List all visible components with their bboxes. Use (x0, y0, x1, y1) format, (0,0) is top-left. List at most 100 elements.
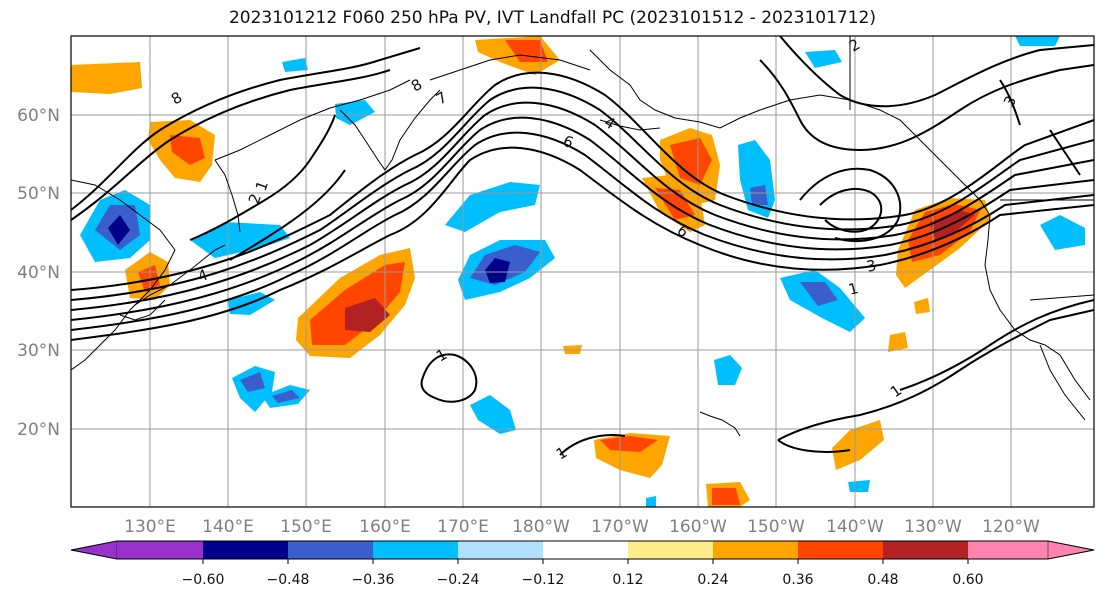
pv-contour (71, 116, 1094, 321)
border-mexico (1029, 294, 1094, 301)
anomaly-positive-bering-core (505, 40, 548, 62)
lon-label-160w: 160°W (669, 517, 727, 537)
anomaly-positive-central-mid (310, 262, 405, 345)
pv-contour (71, 47, 421, 211)
pv-contour (71, 86, 1094, 301)
pv-contour (777, 439, 851, 453)
coast-aleutians (599, 119, 661, 131)
colorbar-tick-label: −0.60 (182, 572, 225, 588)
pv-contour (559, 434, 626, 456)
anomaly-positive-south-core (712, 488, 740, 505)
anomaly-positive-kamchatka-core (170, 135, 205, 165)
pv-contours (71, 36, 1094, 456)
colorbar-tick-label: −0.48 (267, 572, 310, 588)
pv-contour (777, 309, 1094, 441)
colorbar-segment (968, 541, 1048, 559)
pv-contour (819, 187, 883, 233)
anomaly-negative-south-central (470, 395, 516, 434)
pv-contour (779, 36, 1094, 108)
lat-label-40n: 40°N (17, 263, 60, 283)
colorbar-segment (288, 541, 373, 559)
pv-contour (899, 299, 1094, 391)
anomaly-negative-top-right (1015, 36, 1060, 46)
colorbar-segment (373, 541, 458, 559)
anomaly-negative-gulf-north (805, 50, 842, 68)
anomaly-positive-small-3 (888, 332, 908, 352)
map-title: 2023101212 F060 250 hPa PV, IVT Landfall… (228, 8, 876, 28)
lon-label-150e: 150°E (280, 517, 332, 537)
colorbar-tick-label: 0.36 (782, 572, 813, 588)
gridlines (71, 36, 1094, 507)
pv-contour (759, 59, 1094, 152)
lon-label-180w: 180°W (512, 517, 570, 537)
coast-hawaii (699, 411, 741, 437)
pv-contour (999, 79, 1021, 126)
colorbar-segment (203, 541, 288, 559)
pv-contour (1049, 129, 1081, 176)
map-frame (70, 35, 1095, 508)
anomaly-positive-top-left (71, 62, 142, 94)
negative-anomalies (80, 36, 1085, 507)
contour-label: 1 (846, 279, 860, 299)
colorbar-segment (713, 541, 798, 559)
anomaly-negative-okhotsk-n (335, 100, 375, 125)
colorbar-segment (883, 541, 968, 559)
anomaly-negative-mid-east-core (800, 282, 838, 306)
anomaly-negative-nw-pac (445, 182, 540, 232)
lon-label-130w: 130°W (904, 517, 962, 537)
colorbar-tick-label: −0.12 (522, 572, 565, 588)
latitude-labels: 60°N 50°N 40°N 30°N 20°N (17, 106, 60, 440)
coast-baja (1039, 344, 1086, 421)
anomaly-negative-south-east (848, 480, 870, 492)
colorbar: −0.60 −0.48 −0.36 −0.24 −0.12 0.12 0.24 … (70, 540, 1095, 588)
pv-contour (799, 167, 902, 242)
coast-asia-mainland (71, 179, 176, 371)
coast-kamchatka (339, 89, 441, 171)
anomaly-negative-sakhalin (190, 222, 290, 258)
anomaly-positive-hawaii-east (832, 420, 884, 470)
coast-canada (899, 119, 991, 216)
lon-label-120w: 120°W (982, 517, 1040, 537)
pv-contour (71, 146, 1094, 341)
contour-label: 3 (864, 256, 878, 276)
pv-contour (71, 131, 1094, 331)
anomaly-negative-south-tiny (646, 496, 656, 507)
coast-chukotka (429, 54, 591, 81)
colorbar-tick-label: 0.48 (867, 572, 898, 588)
anomaly-positive-small-2 (914, 298, 930, 314)
lon-label-170w: 170°W (591, 517, 649, 537)
lat-label-60n: 60°N (17, 106, 60, 126)
lat-label-30n: 30°N (17, 341, 60, 361)
colorbar-extend-min (70, 540, 118, 560)
lon-label-150w: 150°W (747, 517, 805, 537)
anomaly-positive-central-core (345, 298, 390, 332)
colorbar-tick-label: 0.12 (612, 572, 643, 588)
colorbar-tick-label: 0.24 (697, 572, 728, 588)
colorbar-segment (543, 541, 628, 559)
anomaly-negative-subtrop-east (714, 355, 742, 385)
colorbar-extend-max (1047, 540, 1095, 560)
map-field: 8 7 4 6 8 2 1 3 2 1 1 3 1 1 4 6 (71, 36, 1094, 507)
colorbar-tick-label: −0.36 (352, 572, 395, 588)
anomaly-negative-sw-2-core (272, 390, 300, 403)
coast-alaska-west (589, 49, 701, 123)
pv-contour (71, 71, 1094, 291)
colorbar-segment (458, 541, 543, 559)
anomaly-negative-dateline-core (485, 258, 510, 283)
anomaly-negative-small-n (282, 58, 308, 72)
lon-label-140e: 140°E (202, 517, 254, 537)
coast-sakhalin (214, 159, 241, 233)
pv-contour (189, 114, 336, 241)
pv-contour (420, 353, 478, 403)
lon-label-160e: 160°E (359, 517, 411, 537)
anomaly-negative-west-core (108, 215, 130, 245)
anomaly-positive-subtropic-core (600, 436, 658, 452)
colorbar-segment (117, 541, 203, 559)
pv-contour (71, 69, 391, 221)
colorbar-tick-label: 0.60 (952, 572, 983, 588)
colorbar-segment (798, 541, 883, 559)
anomaly-positive-alaska-south-core (670, 138, 712, 185)
pv-contour (229, 169, 346, 261)
colorbar-outline (70, 540, 1095, 560)
